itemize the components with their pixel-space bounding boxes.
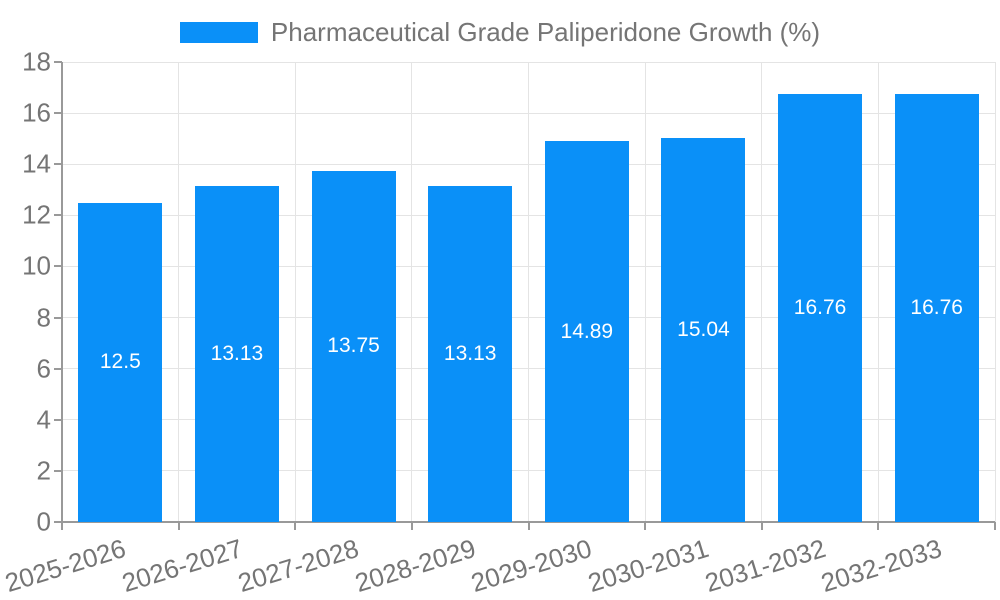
legend[interactable]: Pharmaceutical Grade Paliperidone Growth… [0,12,1000,52]
x-tick-label: 2028-2029 [351,533,479,599]
y-tick-label: 0 [36,506,51,537]
gridline-vertical [994,62,996,522]
y-tick-label: 16 [22,97,51,128]
y-tick-label: 10 [22,250,51,281]
y-axis-tick [54,316,62,319]
gridline-vertical [178,62,180,522]
x-tick-label: 2032-2033 [817,533,946,599]
y-tick-label: 12 [22,199,51,230]
x-tick-label: 2026-2027 [118,533,246,599]
x-axis-tick [294,522,297,530]
bar-2032-2033[interactable] [894,93,979,522]
y-tick-label: 4 [36,404,51,435]
gridline-vertical [411,62,413,522]
bar-value-label: 13.13 [443,342,497,366]
x-axis-tick [527,522,530,530]
bar-value-label: 13.13 [210,342,264,366]
gridline-vertical [294,62,296,522]
y-axis-tick [54,265,62,268]
gridline-vertical [528,62,529,522]
x-axis-tick [177,522,180,530]
x-tick-label: 2027-2028 [234,533,363,599]
x-axis-tick [410,522,413,530]
legend-label: Pharmaceutical Grade Paliperidone Growth… [270,16,821,47]
x-axis-tick [61,522,63,530]
bar-2025-2026[interactable] [78,202,163,522]
y-tick-label: 14 [22,148,51,179]
x-tick-label: 2025-2026 [1,533,130,599]
bar-2030-2031[interactable] [661,137,746,522]
gridline-vertical [761,62,763,522]
bar-2029-2030[interactable] [544,141,629,522]
bar-2026-2027[interactable] [194,186,279,522]
bar-value-label: 15.04 [677,317,730,341]
x-axis-tick [877,522,880,530]
y-axis-tick [54,163,62,166]
y-axis-tick [54,61,62,63]
bar-value-label: 12.5 [99,350,141,374]
y-axis-tick [54,112,62,115]
x-axis-tick [644,522,647,530]
x-tick-label: 2029-2030 [467,533,596,599]
x-axis-tick [760,522,763,530]
bar-2027-2028[interactable] [311,170,396,522]
gridline-vertical [877,62,879,522]
y-tick-label: 6 [36,353,51,384]
y-axis-tick [54,469,62,472]
y-axis-tick [54,367,62,370]
bar-2028-2029[interactable] [428,186,513,522]
x-axis-line [54,521,995,523]
bar-value-label: 13.75 [327,334,380,358]
bar-2031-2032[interactable] [778,93,863,522]
y-axis-line [61,62,63,530]
y-axis-tick [54,214,62,217]
x-tick-label: 2031-2032 [701,533,829,599]
y-axis-tick [54,418,62,421]
bar-value-label: 16.76 [910,295,963,319]
gridline-vertical [644,62,646,522]
bar-value-label: 16.76 [793,295,847,319]
y-tick-label: 18 [22,46,51,77]
bar-value-label: 14.89 [560,319,614,343]
x-tick-label: 2030-2031 [584,533,713,599]
legend-swatch [179,21,258,43]
y-tick-label: 8 [36,302,51,333]
y-tick-label: 2 [36,455,51,486]
y-axis-tick [54,521,62,523]
x-axis-tick [994,522,996,530]
